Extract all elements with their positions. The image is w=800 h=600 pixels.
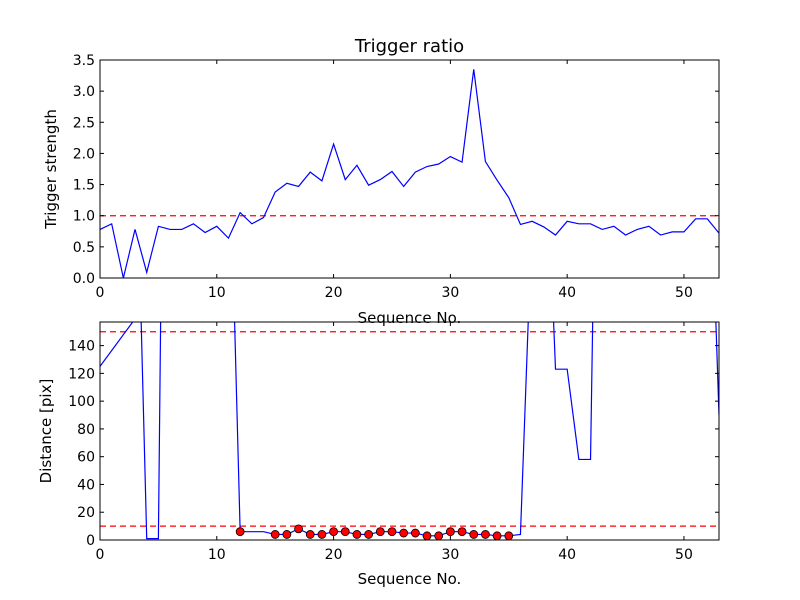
distance-panel: Distance [pix] Sequence No. 0 10 20 30 40 50 0… xyxy=(37,321,720,588)
data-point xyxy=(364,530,374,539)
y-axis-label: Distance [pix] xyxy=(37,379,55,484)
data-point xyxy=(469,530,479,539)
x-tick-label: 0 xyxy=(96,285,105,301)
x-tick-label: 40 xyxy=(558,285,576,301)
y-tick-label: 3.5 xyxy=(73,53,95,69)
data-point xyxy=(294,524,303,534)
axes-frame xyxy=(99,321,720,541)
data-point xyxy=(282,530,292,539)
y-tick-label: 80 xyxy=(77,422,95,438)
data-point xyxy=(340,527,350,537)
data-point xyxy=(270,530,280,539)
data-point xyxy=(352,530,362,539)
y-tick-label: 3.0 xyxy=(73,84,95,100)
data-point xyxy=(492,531,502,540)
x-tick-label: 30 xyxy=(441,285,459,301)
series-line xyxy=(100,69,719,278)
data-point xyxy=(305,530,315,539)
x-tick-label: 10 xyxy=(208,285,226,301)
y-tick-label: 1.0 xyxy=(73,209,95,225)
series-line xyxy=(100,322,719,540)
y-axis-label: Trigger strength xyxy=(42,109,60,230)
x-tick-label: 0 xyxy=(96,547,105,563)
y-tick-label: 2.5 xyxy=(73,115,95,131)
x-tick-label: 50 xyxy=(675,285,693,301)
data-point xyxy=(422,531,432,540)
y-tick-label: 2.0 xyxy=(73,146,95,162)
x-tick-label: 40 xyxy=(558,547,576,563)
x-axis-label: Sequence No. xyxy=(358,309,462,327)
y-tick-label: 0 xyxy=(86,533,95,549)
y-tick-label: 140 xyxy=(68,339,95,355)
x-tick-label: 20 xyxy=(325,285,343,301)
axes-frame xyxy=(99,59,720,279)
data-point xyxy=(235,527,245,537)
data-point xyxy=(434,531,444,540)
x-tick-label: 50 xyxy=(675,547,693,563)
y-tick-label: 1.5 xyxy=(73,178,95,194)
x-tick-label: 10 xyxy=(208,547,226,563)
x-axis-label: Sequence No. xyxy=(358,570,462,588)
data-point xyxy=(387,527,397,537)
plot-area xyxy=(100,322,719,540)
y-tick-label: 120 xyxy=(68,366,95,382)
y-tick-label: 0.0 xyxy=(73,271,95,287)
data-point xyxy=(481,530,490,539)
data-point xyxy=(504,531,514,540)
x-tick-label: 20 xyxy=(325,547,343,563)
trigger-ratio-panel: Trigger ratio Trigger strength Sequence … xyxy=(42,36,720,327)
data-point xyxy=(375,527,385,537)
y-tick-label: 20 xyxy=(77,505,95,521)
data-point xyxy=(457,527,467,537)
x-tick-label: 30 xyxy=(441,547,459,563)
y-tick-label: 40 xyxy=(77,477,95,493)
y-tick-label: 60 xyxy=(77,450,95,466)
data-point xyxy=(317,530,327,539)
data-point xyxy=(399,528,409,538)
data-point xyxy=(329,527,338,537)
data-point xyxy=(410,528,420,538)
y-tick-label: 100 xyxy=(68,394,95,410)
data-point xyxy=(445,527,455,537)
plot-area xyxy=(100,69,719,278)
y-tick-label: 0.5 xyxy=(73,240,95,256)
chart-title: Trigger ratio xyxy=(354,36,464,57)
